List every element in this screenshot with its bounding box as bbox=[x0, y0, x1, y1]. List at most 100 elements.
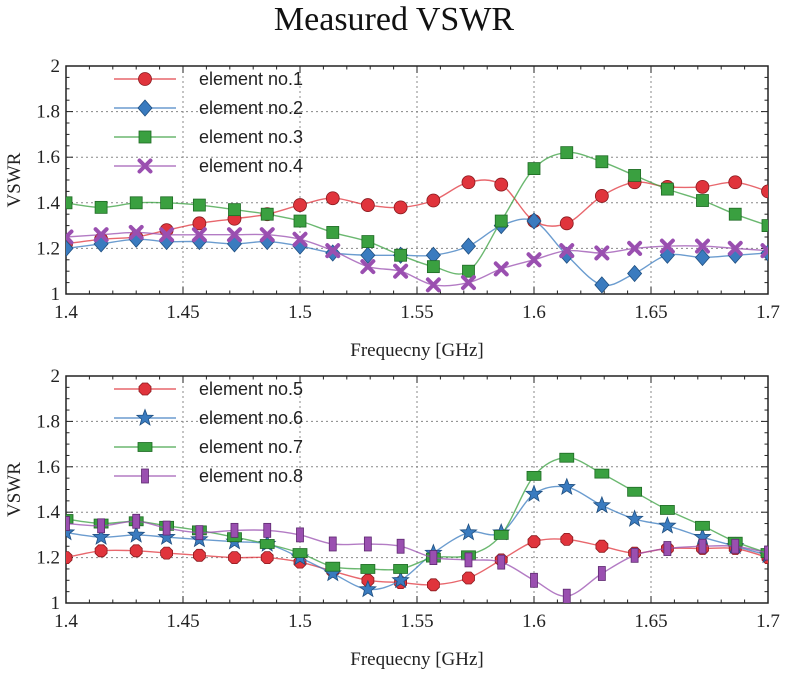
x-tick-label: 1.6 bbox=[522, 302, 546, 323]
data-point bbox=[728, 175, 743, 190]
legend-label: element no.5 bbox=[199, 379, 303, 399]
data-point bbox=[293, 214, 307, 228]
y-tick-label: 1 bbox=[51, 284, 61, 305]
data-point bbox=[594, 245, 610, 261]
legend-marker bbox=[141, 468, 149, 484]
x-tick-label: 1.55 bbox=[400, 611, 433, 632]
data-point bbox=[627, 486, 643, 497]
y-tick-label: 1.2 bbox=[36, 238, 60, 259]
data-point bbox=[460, 237, 477, 255]
data-point bbox=[363, 536, 372, 552]
data-point bbox=[325, 191, 340, 206]
data-point bbox=[66, 196, 73, 210]
data-point bbox=[259, 539, 275, 549]
data-point bbox=[764, 545, 768, 561]
x-tick-label: 1.45 bbox=[166, 302, 199, 323]
x-tick-label: 1.5 bbox=[288, 302, 312, 323]
y-tick-label: 1 bbox=[51, 593, 61, 614]
legend-label: element no.8 bbox=[199, 466, 303, 486]
data-point bbox=[497, 554, 506, 570]
data-point bbox=[293, 198, 307, 212]
data-point bbox=[360, 259, 376, 275]
data-point bbox=[259, 227, 275, 243]
legend-marker bbox=[138, 72, 152, 86]
data-point bbox=[696, 194, 709, 207]
y-tick-label: 1.2 bbox=[36, 548, 60, 569]
legend-marker bbox=[138, 382, 152, 396]
data-point bbox=[360, 246, 376, 264]
legend-label: element no.1 bbox=[199, 69, 303, 89]
data-point bbox=[292, 231, 308, 247]
series-line bbox=[66, 151, 768, 275]
data-point bbox=[731, 538, 740, 554]
data-point bbox=[660, 182, 674, 196]
data-point bbox=[625, 509, 644, 527]
plot-area bbox=[65, 375, 769, 604]
data-point bbox=[663, 541, 672, 556]
data-point bbox=[595, 155, 609, 169]
data-point bbox=[460, 275, 476, 291]
legend-label: element no.4 bbox=[199, 156, 303, 176]
data-point bbox=[462, 264, 475, 278]
data-point bbox=[127, 525, 146, 543]
data-point bbox=[66, 522, 76, 541]
data-point bbox=[659, 505, 675, 515]
data-point bbox=[527, 535, 541, 549]
x-tick-label: 1.7 bbox=[756, 302, 780, 323]
y-tick-label: 1.6 bbox=[36, 457, 60, 478]
data-point bbox=[66, 551, 73, 564]
data-point bbox=[562, 588, 571, 603]
x-tick-label: 1.65 bbox=[634, 302, 667, 323]
series-element-no-4 bbox=[66, 224, 768, 293]
data-point bbox=[66, 229, 74, 245]
data-point bbox=[694, 248, 711, 267]
series-element-no-8 bbox=[66, 513, 768, 603]
data-point bbox=[526, 252, 542, 268]
data-point bbox=[160, 546, 174, 560]
series-line bbox=[66, 218, 768, 287]
data-point bbox=[527, 162, 541, 176]
data-point bbox=[296, 527, 304, 543]
x-tick-label: 1.6 bbox=[522, 611, 546, 632]
data-point bbox=[595, 539, 609, 553]
data-point bbox=[325, 243, 341, 259]
data-point bbox=[594, 276, 610, 294]
legend-marker bbox=[137, 442, 153, 452]
y-tick-label: 2 bbox=[51, 366, 61, 387]
data-point bbox=[524, 484, 544, 502]
data-point bbox=[228, 203, 241, 217]
chart-title: Measured VSWR bbox=[273, 1, 515, 38]
y-tick-label: 1.4 bbox=[36, 193, 60, 214]
data-point bbox=[530, 572, 538, 588]
y-axis-label: VSWR bbox=[4, 462, 25, 517]
data-point bbox=[429, 550, 438, 565]
legend-label: element no.3 bbox=[199, 127, 303, 147]
data-point bbox=[658, 516, 677, 534]
data-point bbox=[97, 518, 105, 534]
data-point bbox=[93, 227, 109, 243]
legend-label: element no.2 bbox=[199, 98, 303, 118]
chart-panel-2: 1.4 1.45 1.5 1.55 1.6 1.65 1.7 1 1.2 1.4 1.6 1.8 2 Fr… bbox=[4, 366, 780, 670]
data-point bbox=[728, 207, 742, 221]
data-point bbox=[396, 538, 405, 554]
legend-label: element no.6 bbox=[199, 408, 303, 428]
y-tick-label: 1.6 bbox=[36, 147, 60, 168]
series-line bbox=[66, 485, 768, 591]
plot-area bbox=[65, 65, 769, 295]
data-point bbox=[191, 227, 207, 243]
data-point bbox=[129, 196, 143, 210]
x-tick-label: 1.45 bbox=[166, 611, 199, 632]
data-point bbox=[727, 240, 743, 256]
x-axis-label: Frequecny [GHz] bbox=[350, 340, 483, 361]
data-point bbox=[393, 200, 408, 215]
legend-marker bbox=[138, 130, 152, 144]
data-point bbox=[328, 536, 337, 552]
x-axis-label: Frequecny [GHz] bbox=[350, 649, 483, 670]
data-point bbox=[132, 513, 141, 529]
data-point bbox=[560, 146, 574, 160]
data-point bbox=[192, 198, 206, 212]
x-tick-label: 1.7 bbox=[756, 611, 780, 632]
data-point bbox=[592, 495, 611, 514]
data-point bbox=[597, 566, 606, 581]
